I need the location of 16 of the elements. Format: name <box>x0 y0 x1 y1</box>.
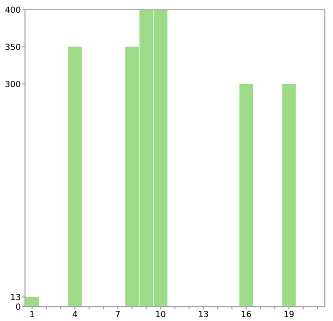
x-tick-label: 10 <box>156 310 166 318</box>
x-tick-label: 4 <box>72 310 78 318</box>
bar <box>68 46 82 307</box>
bar <box>239 84 254 307</box>
y-tick-label: 0 <box>16 304 20 310</box>
y-tick-label: 350 <box>6 44 20 50</box>
y-tick-label: 300 <box>6 80 20 88</box>
bar <box>282 84 296 307</box>
x-tick-label: 1 <box>30 310 34 318</box>
x-tick-label: 13 <box>198 310 208 318</box>
y-tick-label: 400 <box>5 6 20 13</box>
y-tick-label: 13 <box>11 294 20 300</box>
x-tick-label: 7 <box>116 310 120 318</box>
x-tick-label: 16 <box>242 310 251 318</box>
bar <box>25 296 39 307</box>
x-tick-label: 19 <box>284 310 294 318</box>
